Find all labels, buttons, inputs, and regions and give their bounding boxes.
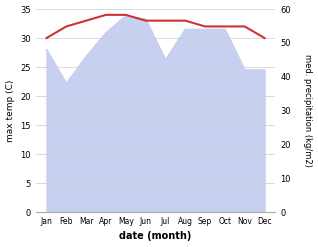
X-axis label: date (month): date (month) — [119, 231, 192, 242]
Y-axis label: med. precipitation (kg/m2): med. precipitation (kg/m2) — [303, 54, 313, 167]
Y-axis label: max temp (C): max temp (C) — [5, 79, 15, 142]
